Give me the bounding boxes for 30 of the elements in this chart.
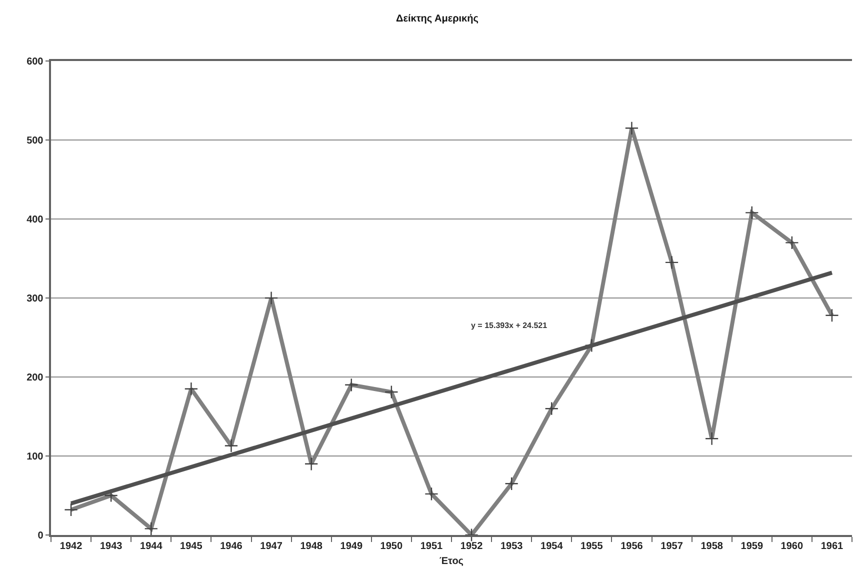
annotation: y = 15.393x + 24.521 [471, 321, 548, 330]
x-tick-label: 1947 [260, 540, 283, 552]
x-tick-label: 1956 [620, 540, 644, 552]
x-tick-label: 1960 [780, 540, 804, 552]
x-tick-label: 1946 [220, 540, 243, 552]
y-tick-label: 200 [26, 372, 44, 384]
x-tick-label: 1942 [60, 540, 83, 552]
x-tick-label: 1958 [700, 540, 724, 552]
y-tick-label: 0 [38, 530, 44, 542]
y-tick-label: 300 [26, 294, 44, 304]
x-tick-label: 1943 [100, 540, 123, 552]
x-axis-title: Έτος [439, 556, 464, 567]
y-tick-label: 600 [26, 56, 44, 68]
x-tick-label: 1961 [820, 540, 844, 552]
x-tick-label: 1954 [540, 540, 564, 552]
x-tick-label: 1949 [340, 540, 363, 552]
x-tick-label: 1948 [300, 540, 323, 552]
x-tick-label: 1945 [180, 540, 203, 552]
x-tick-label: 1951 [420, 540, 444, 552]
x-tick-label: 1952 [460, 540, 484, 552]
x-tick-label: 1959 [740, 540, 764, 552]
x-tick-label: 1955 [580, 540, 604, 552]
x-tick-label: 1950 [380, 540, 403, 552]
x-tick-label: 1953 [500, 540, 524, 552]
y-tick-label: 100 [26, 452, 44, 462]
y-tick-label: 400 [26, 214, 44, 226]
y-tick-label: 500 [26, 136, 44, 146]
x-tick-label: 1944 [140, 540, 163, 552]
chart-title: Δείκτης Αμερικής [396, 14, 478, 24]
x-tick-label: 1957 [660, 540, 684, 552]
